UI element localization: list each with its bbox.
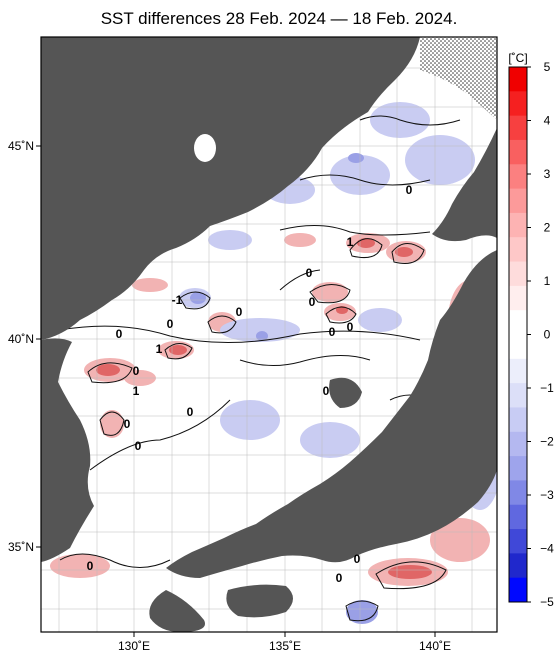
- contour-label: 0: [354, 552, 361, 566]
- korean-peninsula: [41, 338, 94, 562]
- colorbar-tick-label: 4: [544, 114, 551, 128]
- contour-label: 0: [406, 183, 413, 197]
- contour-label: 0: [336, 571, 343, 585]
- contour-label: 0: [187, 405, 194, 419]
- lat-label-35: 35˚N: [8, 540, 34, 554]
- colorbar-cells: [509, 67, 527, 603]
- colorbar-cell: [509, 212, 527, 238]
- honshu: [166, 250, 497, 578]
- colorbar-tick-label: −2: [540, 435, 554, 449]
- colorbar-tick-label: 2: [544, 221, 551, 235]
- contour-label: 1: [156, 342, 163, 356]
- colorbar-cell: [509, 188, 527, 214]
- colorbar-cell: [509, 358, 527, 384]
- colorbar-cell: [509, 139, 527, 165]
- colorbar-ticks: 5 4 3 2 1 0 −1 −2 −3 −4 −5: [527, 60, 554, 609]
- lon-label-130: 130˚E: [118, 639, 150, 653]
- lon-label-140: 140˚E: [419, 639, 451, 653]
- colorbar-cell: [509, 310, 527, 335]
- contour-label: 0: [329, 325, 336, 339]
- contour-label: 1: [133, 384, 140, 398]
- map-area: [41, 37, 497, 632]
- colorbar-cell: [509, 553, 527, 579]
- contour-label: 0: [167, 317, 174, 331]
- contour-label: 0: [87, 559, 94, 573]
- contour-lines: [59, 115, 461, 622]
- colorbar-cell: [509, 285, 527, 311]
- kyushu: [149, 590, 205, 632]
- colorbar-cell: [509, 456, 527, 481]
- colorbar-cell: [509, 115, 527, 141]
- colorbar-tick-label: −4: [540, 542, 554, 556]
- colorbar-tick-label: −3: [540, 488, 554, 502]
- contour-label: 0: [116, 327, 123, 341]
- colorbar-cell: [509, 577, 527, 603]
- lat-label-40: 40˚N: [8, 332, 34, 346]
- colorbar-cell: [509, 504, 527, 530]
- map-title: SST differences 28 Feb. 2024 — 18 Feb. 2…: [100, 9, 458, 28]
- contour-label: 0: [133, 364, 140, 378]
- colorbar-cell: [509, 334, 527, 360]
- map-frame: [40, 36, 498, 633]
- warm-strong-anomaly-areas: [96, 238, 432, 579]
- shikoku: [226, 584, 293, 618]
- colorbar-tick-label: −1: [540, 381, 554, 395]
- colorbar-cell: [509, 407, 527, 433]
- contour-label: 0: [135, 439, 142, 453]
- axis-ticks: [36, 145, 436, 637]
- noto-peninsula: [329, 377, 362, 408]
- contour-labels: 0 1 0 0 -1 0 0 0 1 0 0 0 1 0 0 0 0 0 0 0: [87, 183, 413, 585]
- contour-label: 0: [347, 320, 354, 334]
- contour-label: -1: [172, 293, 183, 307]
- colorbar-cell: [509, 383, 527, 408]
- colorbar-cell: [509, 480, 527, 506]
- colorbar-cell: [509, 237, 527, 263]
- contour-label: 1: [347, 235, 354, 249]
- hokkaido: [432, 128, 497, 242]
- land-areas: [41, 37, 497, 632]
- colorbar-tick-label: 0: [544, 328, 551, 342]
- colorbar-cell: [509, 67, 527, 92]
- colorbar-unit: [˚C]: [508, 51, 527, 65]
- lat-label-45: 45˚N: [8, 139, 34, 153]
- contour-label: 0: [306, 266, 313, 280]
- contour-label: 0: [323, 384, 330, 398]
- colorbar-cell: [509, 431, 527, 457]
- lon-label-135: 135˚E: [269, 639, 301, 653]
- lake: [194, 134, 216, 162]
- colorbar-cell: [509, 91, 527, 117]
- asia-mainland: [41, 37, 420, 340]
- contour-label: 0: [124, 417, 131, 431]
- no-data-area: [420, 37, 497, 120]
- colorbar-cell: [509, 261, 527, 287]
- colorbar-tick-label: 5: [544, 60, 551, 74]
- colorbar-cell: [509, 164, 527, 190]
- colorbar: [˚C] 5 4 3 2 1 0 −1 −2 −3 −4 −5: [508, 51, 554, 609]
- contour-label: 0: [236, 305, 243, 319]
- colorbar-cell: [509, 529, 527, 554]
- contour-label: 0: [309, 295, 316, 309]
- colorbar-tick-label: −5: [540, 595, 554, 609]
- colorbar-tick-label: 1: [544, 274, 551, 288]
- colorbar-tick-label: 3: [544, 167, 551, 181]
